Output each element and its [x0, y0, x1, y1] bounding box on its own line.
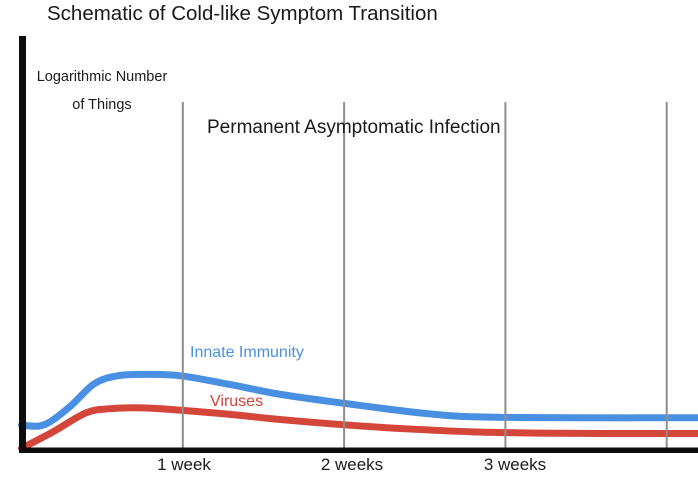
y-axis-label-line2: of Things [72, 97, 132, 113]
x-tick-1-week: 1 week [157, 455, 211, 474]
x-axis [19, 447, 698, 453]
y-axis [19, 36, 26, 453]
y-axis-label: Logarithmic Number of Things [26, 63, 178, 119]
viruses-curve [18, 404, 698, 452]
series-label-viruses: Viruses [210, 393, 264, 410]
x-tick-2-weeks: 2 weeks [320, 455, 384, 474]
y-axis-label-line1: Logarithmic Number [36, 69, 168, 85]
x-tick-3-weeks: 3 weeks [483, 455, 547, 474]
chart-title: Schematic of Cold-like Symptom Transitio… [47, 2, 438, 25]
series-label-innate-immunity: Innate Immunity [190, 344, 304, 361]
annotation-permanent-asymptomatic-infection: Permanent Asymptomatic Infection [207, 117, 501, 138]
innate-immunity-curve [18, 370, 698, 430]
